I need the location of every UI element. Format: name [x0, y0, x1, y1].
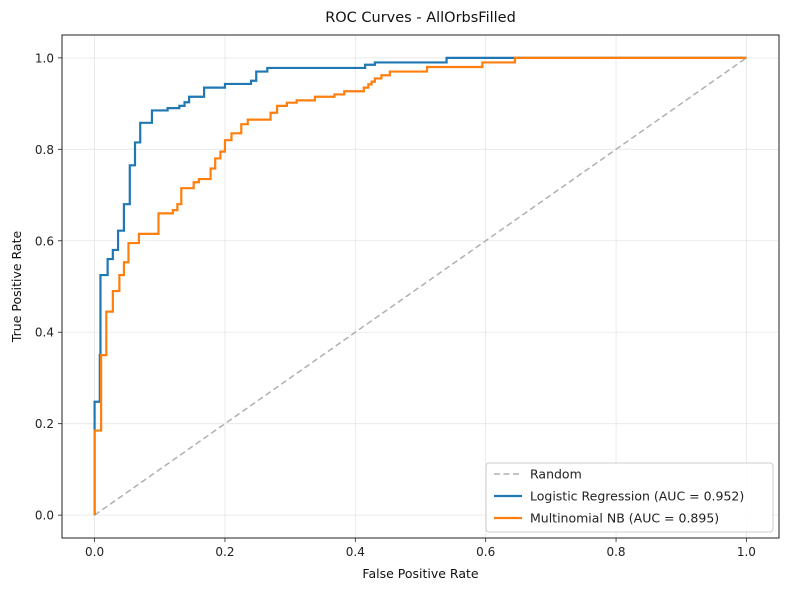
series-lines — [93, 56, 747, 516]
chart-title: ROC Curves - AllOrbsFilled — [325, 10, 516, 26]
x-tick-label: 0.4 — [346, 545, 365, 559]
logistic-regression-line — [93, 56, 747, 516]
legend-label-logistic-regression: Logistic Regression (AUC = 0.952) — [530, 489, 744, 504]
x-tick-label: 0.2 — [215, 545, 234, 559]
legend: Random Logistic Regression (AUC = 0.952)… — [485, 462, 774, 533]
y-tick-label: 1.0 — [35, 51, 54, 65]
y-tick-label: 0.8 — [35, 143, 54, 157]
y-axis-label: True Positive Rate — [9, 231, 24, 344]
grid — [62, 35, 779, 538]
legend-box — [485, 462, 774, 533]
legend-label-random: Random — [530, 467, 582, 482]
x-axis-label: False Positive Rate — [362, 566, 478, 581]
y-tick-label: 0.2 — [35, 417, 54, 431]
y-tick-label: 0.0 — [35, 509, 54, 523]
x-tick-label: 0.6 — [476, 545, 495, 559]
x-tick-label: 1.0 — [737, 545, 756, 559]
y-tick-label: 0.4 — [35, 326, 54, 340]
axis-ticks: 0.0 0.2 0.4 0.6 0.8 1.0 0.0 0.2 0.4 0.6 0.8 1.0 — [35, 51, 756, 559]
plot-frame — [61, 34, 780, 539]
multinomial-nb-line — [93, 56, 747, 516]
x-tick-label: 0.8 — [606, 545, 625, 559]
y-tick-label: 0.6 — [35, 234, 54, 248]
legend-label-multinomial-nb: Multinomial NB (AUC = 0.895) — [530, 511, 719, 526]
x-tick-label: 0.0 — [85, 545, 104, 559]
